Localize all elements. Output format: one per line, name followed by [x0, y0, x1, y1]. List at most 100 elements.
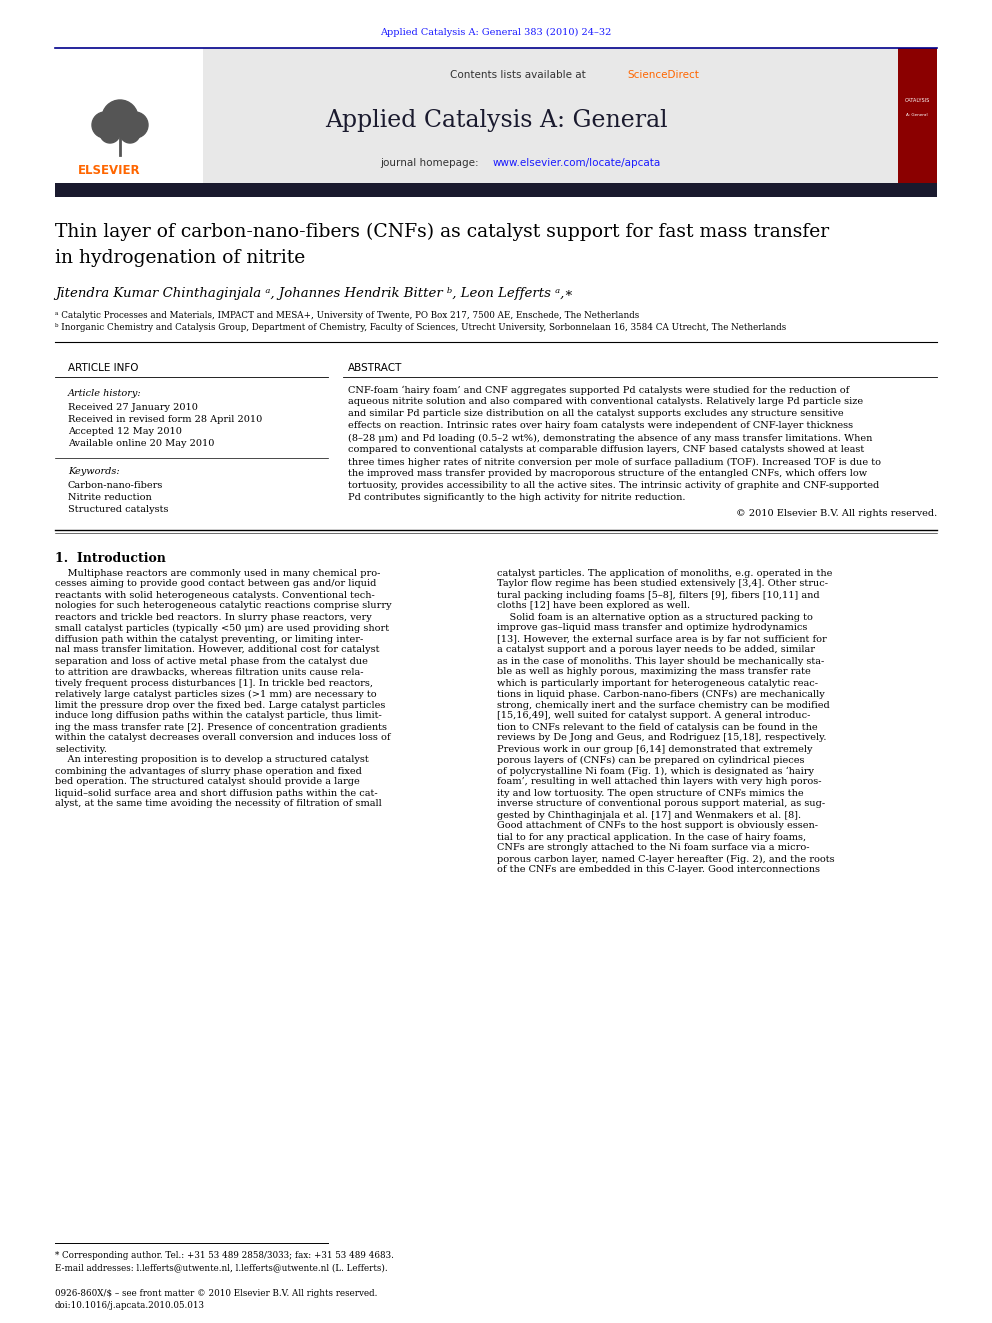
Text: Applied Catalysis A: General 383 (2010) 24–32: Applied Catalysis A: General 383 (2010) … — [380, 28, 612, 37]
Text: Applied Catalysis A: General: Applied Catalysis A: General — [324, 108, 668, 131]
Text: selectivity.: selectivity. — [55, 745, 107, 754]
Text: journal homepage:: journal homepage: — [380, 157, 482, 168]
Bar — [55, 48, 203, 183]
Text: Taylor flow regime has been studied extensively [3,4]. Other struc-: Taylor flow regime has been studied exte… — [497, 579, 828, 589]
Text: Received 27 January 2010: Received 27 January 2010 — [68, 404, 197, 413]
Circle shape — [100, 123, 120, 143]
Text: cesses aiming to provide good contact between gas and/or liquid: cesses aiming to provide good contact be… — [55, 579, 376, 589]
Text: A: General: A: General — [906, 112, 928, 116]
Text: porous carbon layer, named C-layer hereafter (Fig. 2), and the roots: porous carbon layer, named C-layer herea… — [497, 855, 834, 864]
Text: tively frequent process disturbances [1]. In trickle bed reactors,: tively frequent process disturbances [1]… — [55, 679, 373, 688]
Text: foam’, resulting in well attached thin layers with very high poros-: foam’, resulting in well attached thin l… — [497, 778, 821, 786]
Text: ELSEVIER: ELSEVIER — [78, 164, 141, 176]
Text: relatively large catalyst particles sizes (>1 mm) are necessary to: relatively large catalyst particles size… — [55, 689, 377, 699]
Text: (8–28 μm) and Pd loading (0.5–2 wt%), demonstrating the absence of any mass tran: (8–28 μm) and Pd loading (0.5–2 wt%), de… — [348, 434, 872, 443]
Text: doi:10.1016/j.apcata.2010.05.013: doi:10.1016/j.apcata.2010.05.013 — [55, 1302, 205, 1311]
Text: ᵇ Inorganic Chemistry and Catalysis Group, Department of Chemistry, Faculty of S: ᵇ Inorganic Chemistry and Catalysis Grou… — [55, 324, 787, 332]
Text: CNFs are strongly attached to the Ni foam surface via a micro-: CNFs are strongly attached to the Ni foa… — [497, 844, 809, 852]
Bar — [55, 183, 937, 197]
Circle shape — [120, 123, 140, 143]
Text: tial to for any practical application. In the case of hairy foams,: tial to for any practical application. I… — [497, 832, 806, 841]
Text: Accepted 12 May 2010: Accepted 12 May 2010 — [68, 427, 182, 437]
Text: induce long diffusion paths within the catalyst particle, thus limit-: induce long diffusion paths within the c… — [55, 712, 382, 721]
Bar — [898, 48, 937, 183]
Text: to attrition are drawbacks, whereas filtration units cause rela-: to attrition are drawbacks, whereas filt… — [55, 668, 363, 676]
Text: tions in liquid phase. Carbon-nano-fibers (CNFs) are mechanically: tions in liquid phase. Carbon-nano-fiber… — [497, 689, 824, 699]
Text: in hydrogenation of nitrite: in hydrogenation of nitrite — [55, 249, 306, 267]
Text: reactors and trickle bed reactors. In slurry phase reactors, very: reactors and trickle bed reactors. In sl… — [55, 613, 372, 622]
Text: ity and low tortuosity. The open structure of CNFs mimics the: ity and low tortuosity. The open structu… — [497, 789, 804, 798]
Text: diffusion path within the catalyst preventing, or limiting inter-: diffusion path within the catalyst preve… — [55, 635, 363, 643]
Text: small catalyst particles (typically <50 μm) are used providing short: small catalyst particles (typically <50 … — [55, 623, 389, 632]
Text: as in the case of monoliths. This layer should be mechanically sta-: as in the case of monoliths. This layer … — [497, 656, 824, 665]
Text: nologies for such heterogeneous catalytic reactions comprise slurry: nologies for such heterogeneous catalyti… — [55, 602, 392, 610]
Circle shape — [92, 112, 118, 138]
Text: Thin layer of carbon-nano-fibers (CNFs) as catalyst support for fast mass transf: Thin layer of carbon-nano-fibers (CNFs) … — [55, 222, 829, 241]
Text: E-mail addresses: l.lefferts@utwente.nl, l.lefferts@utwente.nl (L. Lefferts).: E-mail addresses: l.lefferts@utwente.nl,… — [55, 1263, 388, 1273]
Text: Pd contributes significantly to the high activity for nitrite reduction.: Pd contributes significantly to the high… — [348, 493, 685, 503]
Text: nal mass transfer limitation. However, additional cost for catalyst: nal mass transfer limitation. However, a… — [55, 646, 380, 655]
Circle shape — [102, 101, 138, 136]
Text: of polycrystalline Ni foam (Fig. 1), which is designated as ‘hairy: of polycrystalline Ni foam (Fig. 1), whi… — [497, 766, 814, 775]
Text: 1.  Introduction: 1. Introduction — [55, 552, 166, 565]
Text: An interesting proposition is to develop a structured catalyst: An interesting proposition is to develop… — [55, 755, 369, 765]
Text: catalyst particles. The application of monoliths, e.g. operated in the: catalyst particles. The application of m… — [497, 569, 832, 578]
Text: Received in revised form 28 April 2010: Received in revised form 28 April 2010 — [68, 415, 262, 425]
Text: aqueous nitrite solution and also compared with conventional catalysts. Relative: aqueous nitrite solution and also compar… — [348, 397, 863, 406]
Text: ABSTRACT: ABSTRACT — [348, 363, 403, 373]
Text: bed operation. The structured catalyst should provide a large: bed operation. The structured catalyst s… — [55, 778, 360, 786]
Text: Jitendra Kumar Chinthaginjala ᵃ, Johannes Hendrik Bitter ᵇ, Leon Lefferts ᵃ,∗: Jitendra Kumar Chinthaginjala ᵃ, Johanne… — [55, 287, 573, 299]
Text: ble as well as highly porous, maximizing the mass transfer rate: ble as well as highly porous, maximizing… — [497, 668, 810, 676]
Text: Previous work in our group [6,14] demonstrated that extremely: Previous work in our group [6,14] demons… — [497, 745, 812, 754]
Text: © 2010 Elsevier B.V. All rights reserved.: © 2010 Elsevier B.V. All rights reserved… — [736, 509, 937, 519]
Text: within the catalyst decreases overall conversion and induces loss of: within the catalyst decreases overall co… — [55, 733, 391, 742]
Text: Good attachment of CNFs to the host support is obviously essen-: Good attachment of CNFs to the host supp… — [497, 822, 818, 831]
Text: and similar Pd particle size distribution on all the catalyst supports excludes : and similar Pd particle size distributio… — [348, 410, 843, 418]
Text: ᵃ Catalytic Processes and Materials, IMPACT and MESA+, University of Twente, PO : ᵃ Catalytic Processes and Materials, IMP… — [55, 311, 639, 319]
Text: liquid–solid surface area and short diffusion paths within the cat-: liquid–solid surface area and short diff… — [55, 789, 378, 798]
Text: Solid foam is an alternative option as a structured packing to: Solid foam is an alternative option as a… — [497, 613, 812, 622]
Text: CATALYSIS: CATALYSIS — [905, 98, 930, 102]
Text: ARTICLE INFO: ARTICLE INFO — [68, 363, 139, 373]
Text: Contents lists available at: Contents lists available at — [450, 70, 585, 79]
Circle shape — [122, 112, 148, 138]
Text: Nitrite reduction: Nitrite reduction — [68, 492, 152, 501]
Text: Structured catalysts: Structured catalysts — [68, 504, 169, 513]
Text: alyst, at the same time avoiding the necessity of filtration of small: alyst, at the same time avoiding the nec… — [55, 799, 382, 808]
Bar — [55, 48, 937, 183]
Text: reviews by De Jong and Geus, and Rodriguez [15,18], respectively.: reviews by De Jong and Geus, and Rodrigu… — [497, 733, 826, 742]
Text: cloths [12] have been explored as well.: cloths [12] have been explored as well. — [497, 602, 690, 610]
Text: tion to CNFs relevant to the field of catalysis can be found in the: tion to CNFs relevant to the field of ca… — [497, 722, 817, 732]
Text: effects on reaction. Intrinsic rates over hairy foam catalysts were independent : effects on reaction. Intrinsic rates ove… — [348, 422, 853, 430]
Text: improve gas–liquid mass transfer and optimize hydrodynamics: improve gas–liquid mass transfer and opt… — [497, 623, 807, 632]
Text: [13]. However, the external surface area is by far not sufficient for: [13]. However, the external surface area… — [497, 635, 826, 643]
Text: gested by Chinthaginjala et al. [17] and Wenmakers et al. [8].: gested by Chinthaginjala et al. [17] and… — [497, 811, 802, 819]
Text: Multiphase reactors are commonly used in many chemical pro-: Multiphase reactors are commonly used in… — [55, 569, 380, 578]
Text: Keywords:: Keywords: — [68, 467, 120, 476]
Text: separation and loss of active metal phase from the catalyst due: separation and loss of active metal phas… — [55, 656, 368, 665]
Text: ScienceDirect: ScienceDirect — [627, 70, 699, 79]
Text: of the CNFs are embedded in this C-layer. Good interconnections: of the CNFs are embedded in this C-layer… — [497, 865, 820, 875]
Text: ing the mass transfer rate [2]. Presence of concentration gradients: ing the mass transfer rate [2]. Presence… — [55, 722, 387, 732]
Text: limit the pressure drop over the fixed bed. Large catalyst particles: limit the pressure drop over the fixed b… — [55, 700, 385, 709]
Text: 0926-860X/$ – see front matter © 2010 Elsevier B.V. All rights reserved.: 0926-860X/$ – see front matter © 2010 El… — [55, 1289, 377, 1298]
Text: porous layers of (CNFs) can be prepared on cylindrical pieces: porous layers of (CNFs) can be prepared … — [497, 755, 805, 765]
Text: [15,16,49], well suited for catalyst support. A general introduc-: [15,16,49], well suited for catalyst sup… — [497, 712, 810, 721]
Text: which is particularly important for heterogeneous catalytic reac-: which is particularly important for hete… — [497, 679, 818, 688]
Text: www.elsevier.com/locate/apcata: www.elsevier.com/locate/apcata — [493, 157, 662, 168]
Text: combining the advantages of slurry phase operation and fixed: combining the advantages of slurry phase… — [55, 766, 362, 775]
Text: CNF-foam ‘hairy foam’ and CNF aggregates supported Pd catalysts were studied for: CNF-foam ‘hairy foam’ and CNF aggregates… — [348, 385, 849, 394]
Text: strong, chemically inert and the surface chemistry can be modified: strong, chemically inert and the surface… — [497, 700, 829, 709]
Text: compared to conventional catalysts at comparable diffusion layers, CNF based cat: compared to conventional catalysts at co… — [348, 446, 864, 455]
Text: tortuosity, provides accessibility to all the active sites. The intrinsic activi: tortuosity, provides accessibility to al… — [348, 482, 879, 491]
Text: three times higher rates of nitrite conversion per mole of surface palladium (TO: three times higher rates of nitrite conv… — [348, 458, 881, 467]
Text: tural packing including foams [5–8], filters [9], fibers [10,11] and: tural packing including foams [5–8], fil… — [497, 590, 819, 599]
Text: the improved mass transfer provided by macroporous structure of the entangled CN: the improved mass transfer provided by m… — [348, 470, 867, 479]
Text: * Corresponding author. Tel.: +31 53 489 2858/3033; fax: +31 53 489 4683.: * Corresponding author. Tel.: +31 53 489… — [55, 1250, 394, 1259]
Text: reactants with solid heterogeneous catalysts. Conventional tech-: reactants with solid heterogeneous catal… — [55, 590, 375, 599]
Text: a catalyst support and a porous layer needs to be added, similar: a catalyst support and a porous layer ne… — [497, 646, 815, 655]
Text: Carbon-nano-fibers: Carbon-nano-fibers — [68, 480, 164, 490]
Text: Article history:: Article history: — [68, 389, 142, 398]
Text: Available online 20 May 2010: Available online 20 May 2010 — [68, 439, 214, 448]
Text: inverse structure of conventional porous support material, as sug-: inverse structure of conventional porous… — [497, 799, 825, 808]
